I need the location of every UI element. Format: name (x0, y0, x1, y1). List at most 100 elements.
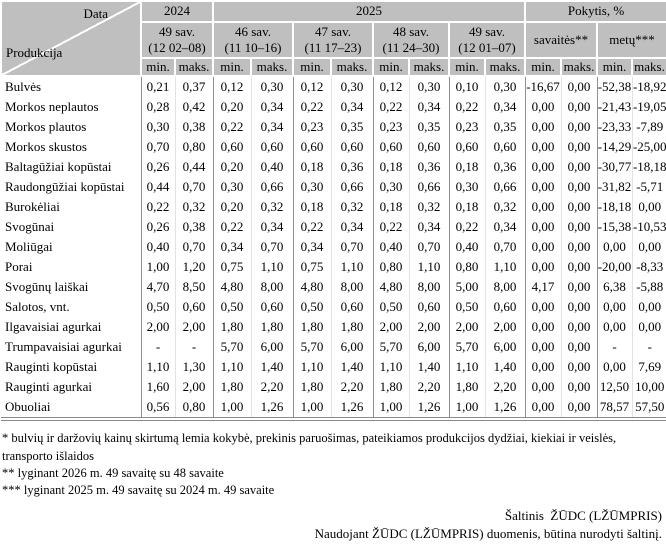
value-cell: 0,00 (560, 357, 597, 378)
value-cell: 0,40 (372, 237, 409, 258)
value-cell: 0,20 (212, 197, 251, 218)
product-name: Svogūnų laiškai (5, 279, 89, 295)
value-cell: 0,18 (448, 157, 485, 178)
value-cell: 0,60 (484, 137, 525, 158)
value-cell: 1,10 (330, 257, 373, 278)
value-cell: -18,18 (631, 157, 666, 178)
value-cell: 0,60 (250, 137, 293, 158)
value-cell: 0,00 (560, 197, 597, 218)
subcol-header: min. (524, 56, 562, 78)
value-cell: 0,70 (330, 237, 373, 258)
value-cell: 0,30 (292, 177, 331, 198)
product-name: Raudongūžiai kopūstai (5, 179, 125, 195)
value-cell: 0,50 (212, 297, 251, 318)
value-cell: 1,80 (372, 377, 409, 398)
subcol-header: maks. (408, 56, 450, 78)
value-cell: 0,00 (560, 117, 597, 138)
value-cell: 0,00 (524, 317, 561, 338)
table-row: Ilgavaisiai agurkai 2,00 2,00 1,80 1,80 1,80 1… (1, 317, 666, 338)
value-cell: 0,70 (174, 177, 213, 198)
footnotes: * bulvių ir daržovių kainų skirtumą lemi… (2, 430, 664, 499)
value-cell: -23,33 (596, 117, 632, 138)
corner-cell: Data Produkcija (0, 0, 142, 78)
value-cell: 0,35 (408, 117, 449, 138)
value-cell: 0,80 (174, 137, 213, 158)
value-cell: 0,21 (140, 76, 175, 98)
value-cell: -16,67 (524, 76, 561, 98)
value-cell: 0,32 (484, 197, 525, 218)
value-cell: 1,80 (292, 317, 331, 338)
footnote: ** lyginant 2026 m. 49 savaitę su 48 sav… (2, 465, 224, 480)
value-cell: 0,00 (560, 97, 597, 118)
value-cell: 0,18 (292, 157, 331, 178)
value-cell: 5,70 (212, 337, 251, 358)
value-cell: 0,30 (372, 177, 409, 198)
week-group-header: 49 sav. (12 01–07) (448, 21, 526, 59)
value-cell: 1,40 (250, 357, 293, 378)
value-cell: 0,18 (372, 157, 409, 178)
value-cell: 0,00 (524, 117, 561, 138)
value-cell: 0,50 (448, 297, 485, 318)
value-cell: 0,32 (174, 197, 213, 218)
value-cell: 4,80 (372, 277, 409, 298)
value-cell: 0,30 (408, 76, 449, 98)
value-cell: 0,80 (372, 257, 409, 278)
value-cell: 1,40 (330, 357, 373, 378)
value-cell: 4,80 (292, 277, 331, 298)
value-cell: 1,80 (250, 317, 293, 338)
value-cell: 10,00 (631, 377, 666, 398)
value-cell: -18,18 (596, 197, 632, 218)
value-cell: 0,00 (560, 217, 597, 238)
product-name: Salotos, vnt. (5, 299, 70, 315)
value-cell: 0,23 (448, 117, 485, 138)
product-name: Bulvės (5, 79, 42, 95)
value-cell: 4,70 (140, 277, 175, 298)
product-name: Baltagūžiai kopūstai (5, 159, 112, 175)
product-name: Rauginti agurkai (5, 379, 93, 395)
value-cell: 0,60 (330, 297, 373, 318)
value-cell: 0,30 (140, 117, 175, 138)
subcol-header: maks. (174, 56, 214, 78)
product-name: Svogūnai (5, 219, 55, 235)
value-cell: 0,10 (448, 76, 485, 98)
week-group-header: 49 sav. (12 02–08) (140, 21, 214, 59)
value-cell: 2,00 (174, 377, 213, 398)
value-cell: 0,70 (174, 237, 213, 258)
value-cell: 0,32 (250, 197, 293, 218)
product-name: Obuoliai (5, 399, 51, 415)
footnote: * bulvių ir daržovių kainų skirtumą lemi… (2, 431, 617, 463)
product-name: Moliūgai (5, 239, 53, 255)
value-cell: 0,44 (174, 157, 213, 178)
value-cell: 0,00 (631, 317, 666, 338)
value-cell: 0,00 (524, 397, 561, 420)
subcol-header: maks. (330, 56, 374, 78)
week-group-header: 48 sav. (11 24–30) (372, 21, 450, 59)
value-cell: 0,70 (140, 137, 175, 158)
value-cell: 0,00 (524, 377, 561, 398)
subcol-header: min. (292, 56, 332, 78)
value-cell: 0,34 (250, 97, 293, 118)
value-cell: 0,30 (212, 177, 251, 198)
value-cell: - (140, 337, 175, 358)
source-label: Šaltinis ŽŪDC (LŽŪMPRIS) (504, 508, 662, 524)
value-cell: 5,70 (448, 337, 485, 358)
value-cell: 0,66 (330, 177, 373, 198)
product-name: Rauginti kopūstai (5, 359, 98, 375)
value-cell: 12,50 (596, 377, 632, 398)
value-cell: 1,00 (212, 397, 251, 420)
value-cell: 1,10 (484, 257, 525, 278)
value-cell: 0,66 (408, 177, 449, 198)
value-cell: 0,00 (524, 237, 561, 258)
table-row: Svogūnų laiškai 4,70 8,50 4,80 8,00 4,80 8,00 4… (1, 277, 666, 298)
value-cell: 0,20 (212, 157, 251, 178)
value-cell: 1,10 (140, 357, 175, 378)
subcol-header: min. (212, 56, 252, 78)
value-cell: 0,34 (250, 117, 293, 138)
value-cell: 0,60 (292, 137, 331, 158)
value-cell: - (631, 337, 666, 358)
table-row: Salotos, vnt. 0,50 0,60 0,50 0,60 0,50 0,60 0,5… (1, 297, 666, 318)
value-cell: 0,00 (524, 137, 561, 158)
year-group-header: 2025 (212, 0, 526, 23)
value-cell: -21,43 (596, 97, 632, 118)
value-cell: 0,00 (560, 177, 597, 198)
